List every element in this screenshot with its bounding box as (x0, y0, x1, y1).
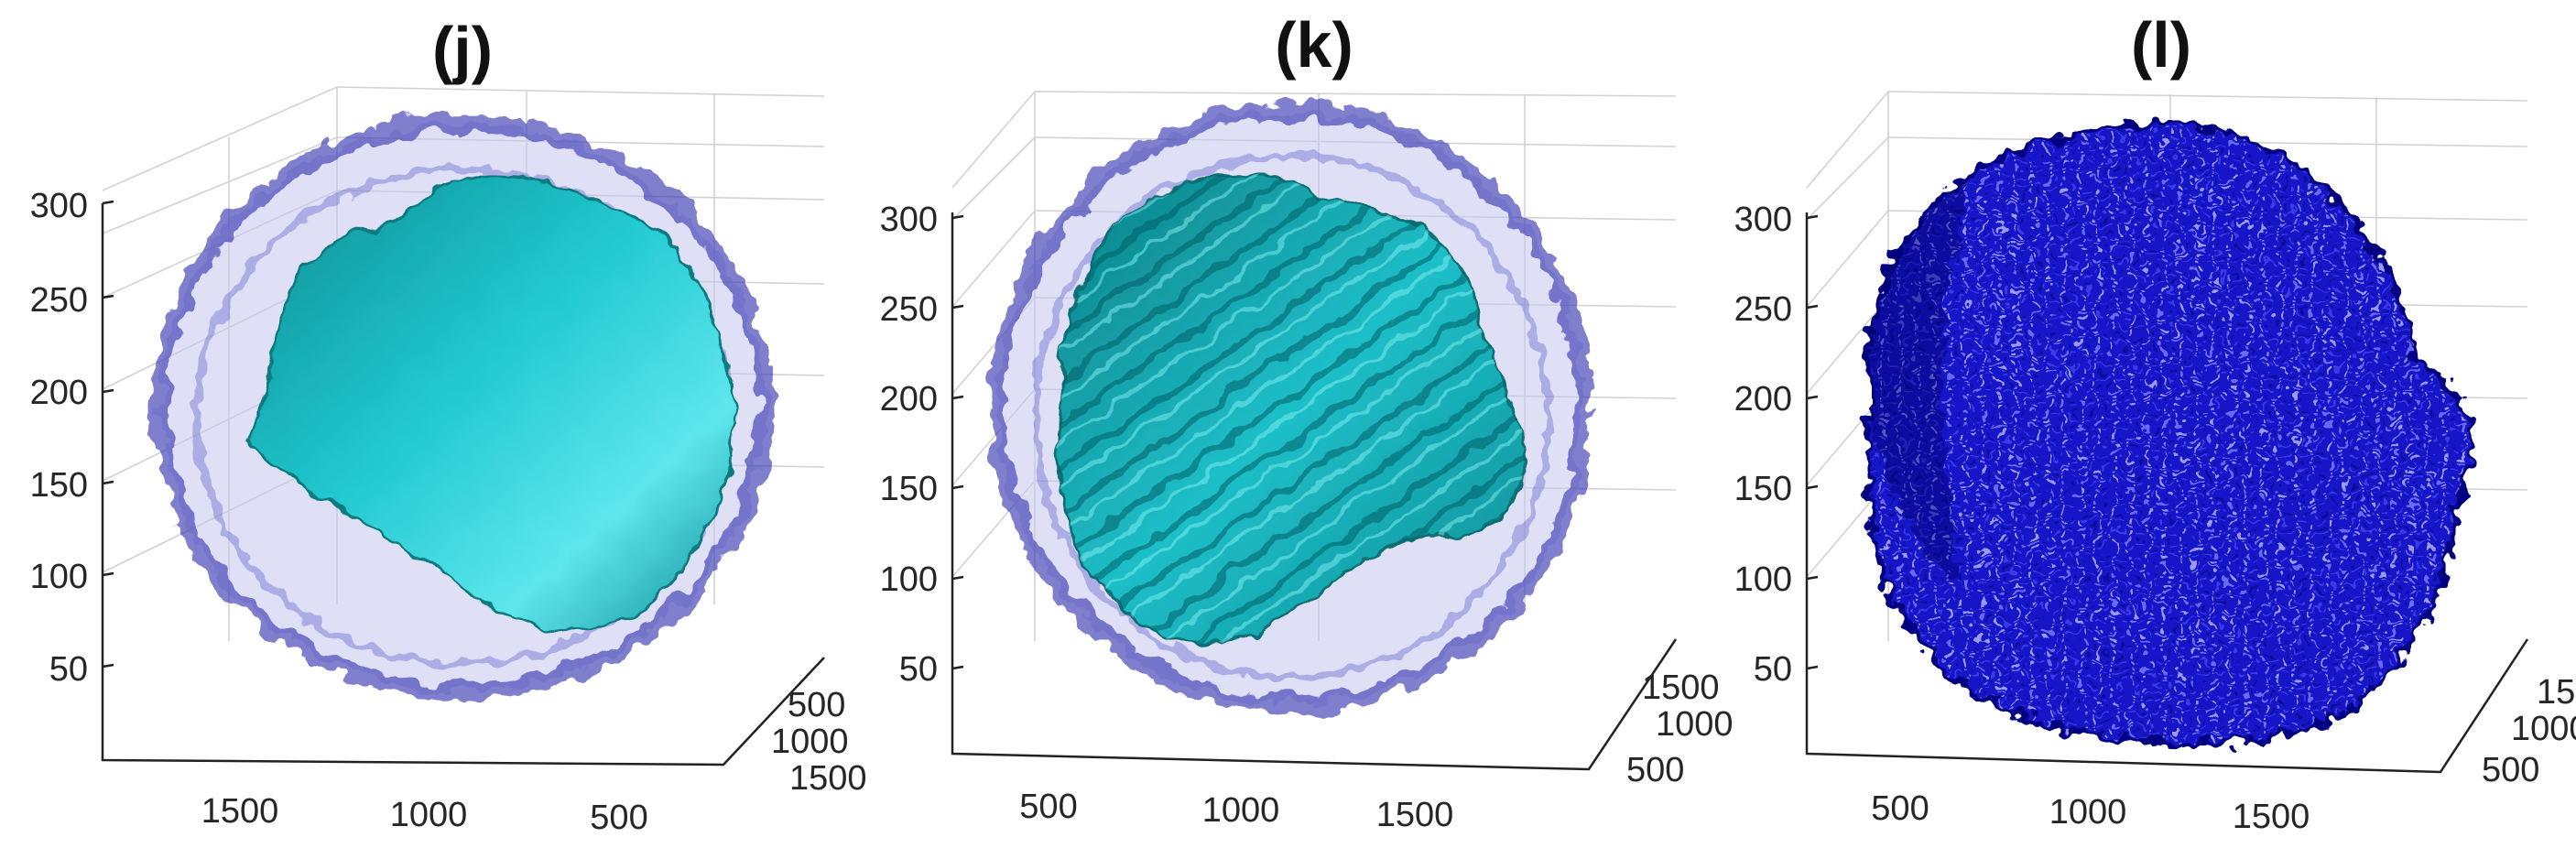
x-tick-k-1000: 1000 (1202, 791, 1280, 830)
z-tick-k-150: 150 (880, 470, 938, 508)
z-tick-j-250: 250 (30, 281, 88, 320)
z-tick-l-100: 100 (1734, 560, 1792, 599)
z-ticks-j (102, 200, 114, 669)
blocky-shade-l (1866, 174, 1969, 586)
x-tick-j-500: 500 (590, 799, 647, 837)
outer-shell-inner-k (1031, 152, 1551, 681)
z-ticks-l (1806, 214, 1819, 670)
y-tick-k-1000: 1000 (1656, 705, 1734, 744)
x-tick-l-1000: 1000 (2049, 793, 2127, 832)
y-tick-l-500: 500 (2482, 751, 2539, 789)
panel-l: (l) 300 250 200 150 100 50 500 1000 1500… (1734, 9, 2576, 836)
blocky-volume-l (1864, 120, 2476, 747)
z-tick-l-200: 200 (1734, 380, 1792, 419)
z-tick-j-50: 50 (49, 650, 88, 689)
panel-k: (k) 300 250 200 150 100 50 500 1000 1500… (880, 9, 1734, 834)
z-tick-l-250: 250 (1734, 290, 1792, 329)
z-tick-k-100: 100 (880, 560, 938, 599)
inner-surface-stripes-k (1058, 172, 1526, 643)
panel-title-j: (j) (432, 14, 493, 85)
panel-title-l: (l) (2131, 9, 2191, 81)
z-tick-k-300: 300 (880, 201, 938, 239)
y-tick-l-15: 15 (2537, 673, 2575, 712)
y-tick-k-500: 500 (1626, 751, 1684, 789)
z-tick-k-250: 250 (880, 290, 938, 329)
z-tick-j-200: 200 (30, 374, 88, 412)
x-tick-k-500: 500 (1019, 788, 1077, 826)
z-tick-j-150: 150 (30, 466, 88, 505)
y-tick-l-1000: 1000 (2511, 710, 2576, 748)
x-tick-j-1000: 1000 (390, 796, 468, 834)
x-tick-j-1500: 1500 (201, 792, 279, 831)
y-tick-k-1500: 1500 (1642, 669, 1720, 707)
z-tick-l-300: 300 (1734, 201, 1792, 239)
z-tick-l-50: 50 (1754, 650, 1792, 689)
x-tick-l-500: 500 (1871, 789, 1929, 828)
z-tick-k-50: 50 (899, 650, 938, 689)
z-ticks-k (951, 214, 964, 670)
z-tick-k-200: 200 (880, 380, 938, 419)
x-tick-l-1500: 1500 (2233, 798, 2310, 836)
z-tick-j-100: 100 (30, 558, 88, 596)
panel-title-k: (k) (1275, 9, 1353, 81)
y-tick-j-1500: 1500 (789, 759, 867, 798)
z-tick-l-150: 150 (1734, 470, 1792, 508)
y-tick-j-1000: 1000 (771, 723, 849, 761)
z-tick-j-300: 300 (30, 187, 88, 225)
inner-surface-j (245, 173, 736, 631)
x-tick-k-1500: 1500 (1376, 796, 1454, 834)
panel-j: (j) 300 250 200 150 100 50 1500 1000 500… (30, 14, 867, 837)
y-tick-j-500: 500 (788, 686, 845, 724)
